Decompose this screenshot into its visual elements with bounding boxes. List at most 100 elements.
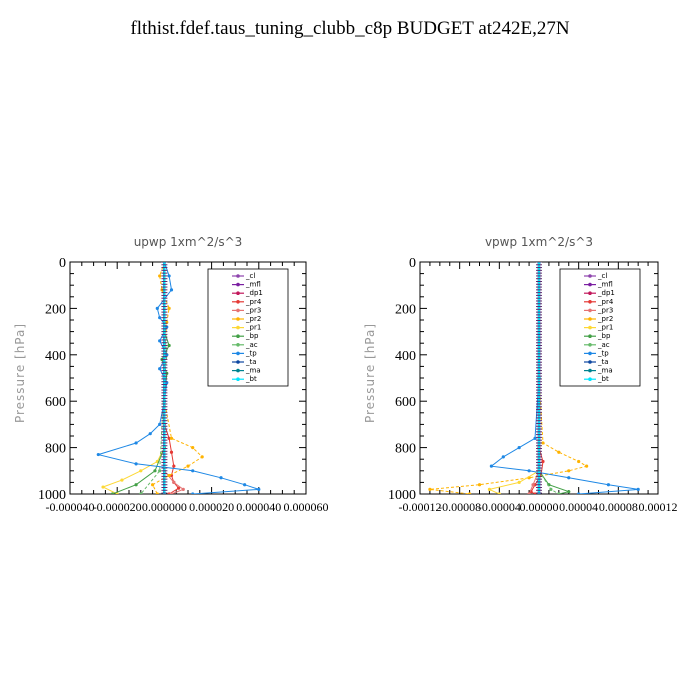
legend-marker [588, 308, 592, 313]
x-tick-label: 0.00012 [639, 500, 678, 514]
series-point [134, 483, 138, 487]
series-point [497, 492, 501, 494]
series-point [148, 432, 152, 436]
legend-marker [588, 377, 592, 382]
series-point [567, 490, 571, 494]
series-point [549, 487, 553, 491]
legend-marker [236, 274, 240, 278]
legend-marker [588, 274, 592, 278]
legend-label: _ac [597, 341, 610, 349]
x-tick-label: -0.000020 [93, 500, 142, 514]
series-point [151, 483, 155, 487]
x-tick-label: -0.000040 [46, 500, 95, 514]
legend-marker [236, 282, 240, 287]
legend-marker [236, 351, 240, 356]
legend-label: _pr3 [245, 306, 261, 314]
legend-label: _ma [597, 367, 613, 375]
legend-label: _pr2 [245, 315, 261, 323]
y-tick-label: 0 [409, 256, 416, 271]
series-point [577, 459, 581, 464]
series-point [191, 492, 195, 494]
series-point [169, 492, 174, 494]
series-point [191, 446, 195, 450]
legend-label: _ma [245, 367, 261, 375]
y-axis-label: Pressure [hPa] [13, 323, 27, 423]
legend-label: _bt [245, 375, 257, 383]
legend-marker [588, 368, 592, 373]
series-point [158, 367, 162, 371]
x-tick-label: -0.00004 [478, 500, 521, 514]
legend-marker [236, 334, 240, 339]
series-point [155, 306, 159, 310]
series-point [489, 464, 493, 468]
legend-marker [588, 343, 592, 347]
legend-marker [236, 308, 240, 313]
series-group [428, 262, 640, 494]
series-point [167, 436, 171, 440]
series-point [155, 492, 159, 494]
x-tick-label: -0.00012 [399, 500, 442, 514]
series-point [158, 339, 162, 343]
panel-title: upwp 1xm^2/s^3 [134, 235, 243, 249]
series-point [557, 492, 561, 494]
series-point [120, 478, 124, 482]
x-tick-label: 0.00008 [599, 500, 638, 514]
series-point [585, 464, 589, 468]
series-point [467, 492, 472, 494]
legend-marker [236, 317, 240, 321]
series-point [219, 476, 223, 480]
series-point [577, 492, 581, 494]
legend-label: _tp [245, 349, 257, 357]
x-tick-label: 0.000040 [236, 500, 281, 514]
series-point [169, 436, 174, 440]
series-point [139, 469, 143, 473]
y-tick-label: 1000 [38, 488, 66, 503]
series-point [172, 480, 176, 484]
legend-marker [588, 300, 592, 304]
y-tick-label: 200 [45, 302, 66, 317]
series-point [134, 462, 138, 466]
panel-vpwp: vpwp 1xm^2/s^3 Pressure [hPa] 0 200 400 600 80… [363, 235, 678, 514]
series-point [531, 483, 535, 487]
legend-label: _bt [597, 375, 609, 383]
y-tick-label: 1000 [388, 488, 416, 503]
legend-marker [236, 291, 240, 296]
series-point [169, 288, 174, 292]
series-point [172, 464, 176, 468]
series-point [158, 422, 162, 426]
series-point [169, 450, 174, 454]
y-axis-label: Pressure [hPa] [363, 323, 377, 423]
legend-label: _ac [245, 341, 258, 349]
legend-marker [236, 325, 240, 330]
x-tick-label: 0.000020 [189, 500, 234, 514]
legend-label: _pr3 [597, 306, 613, 314]
legend-box [559, 268, 641, 387]
series-point [567, 476, 571, 480]
series-line-pr1 [101, 447, 165, 494]
series-point [176, 486, 181, 490]
series-point [96, 452, 100, 457]
series-point [181, 487, 185, 491]
series-point [567, 469, 571, 473]
y-tick-label: 800 [45, 442, 66, 457]
legend-label: _pr4 [245, 298, 262, 306]
series-point [541, 441, 545, 445]
series-point [167, 274, 171, 278]
legend-marker [236, 377, 240, 382]
series-point [501, 455, 505, 459]
y-tick-label: 200 [395, 302, 416, 317]
series-point [487, 487, 492, 491]
series-point [557, 450, 561, 454]
y-tick-label: 800 [395, 442, 416, 457]
legend-label: _pr2 [597, 315, 613, 323]
legend-marker [236, 300, 240, 304]
legend-label: _tp [597, 349, 609, 357]
panel-upwp: upwp 1xm^2/s^3 Pressure [hPa] 0 200 400 600 80… [13, 235, 329, 514]
page-title: flthist.fdef.taus_tuning_clubb_c8p BUDGE… [130, 18, 570, 39]
legend-label: _pr4 [597, 298, 614, 306]
legend-label: _bp [597, 332, 611, 340]
panel-title: vpwp 1xm^2/s^3 [485, 235, 593, 249]
legend-marker [236, 343, 240, 347]
legend-marker [236, 368, 240, 373]
